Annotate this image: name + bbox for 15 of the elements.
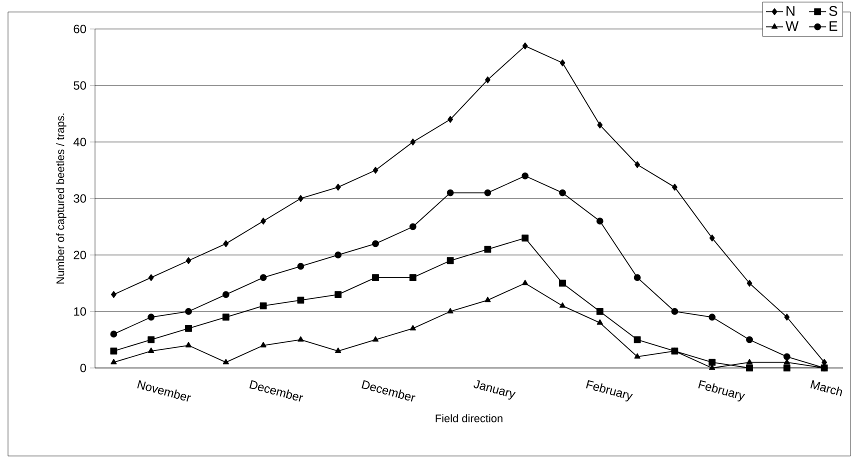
- y-tick-label: 40: [73, 138, 86, 146]
- y-tick-label: 10: [74, 307, 86, 316]
- y-tick-label: 30: [74, 194, 86, 203]
- x-tick-label: January: [474, 380, 516, 400]
- legend-label: S: [829, 6, 838, 16]
- legend-label: W: [786, 21, 799, 31]
- legend-label: E: [830, 21, 838, 31]
- y-tick-label: 50: [74, 81, 86, 90]
- x-tick-label: March: [810, 380, 842, 396]
- y-axis-title: Number of captured beetles / traps.: [56, 114, 66, 284]
- y-tick-label: 0: [80, 364, 86, 372]
- y-tick-label: 60: [74, 24, 86, 34]
- y-tick-label: 20: [74, 250, 86, 260]
- x-axis-title: Field direction: [436, 414, 502, 422]
- legend-label: N: [786, 6, 794, 16]
